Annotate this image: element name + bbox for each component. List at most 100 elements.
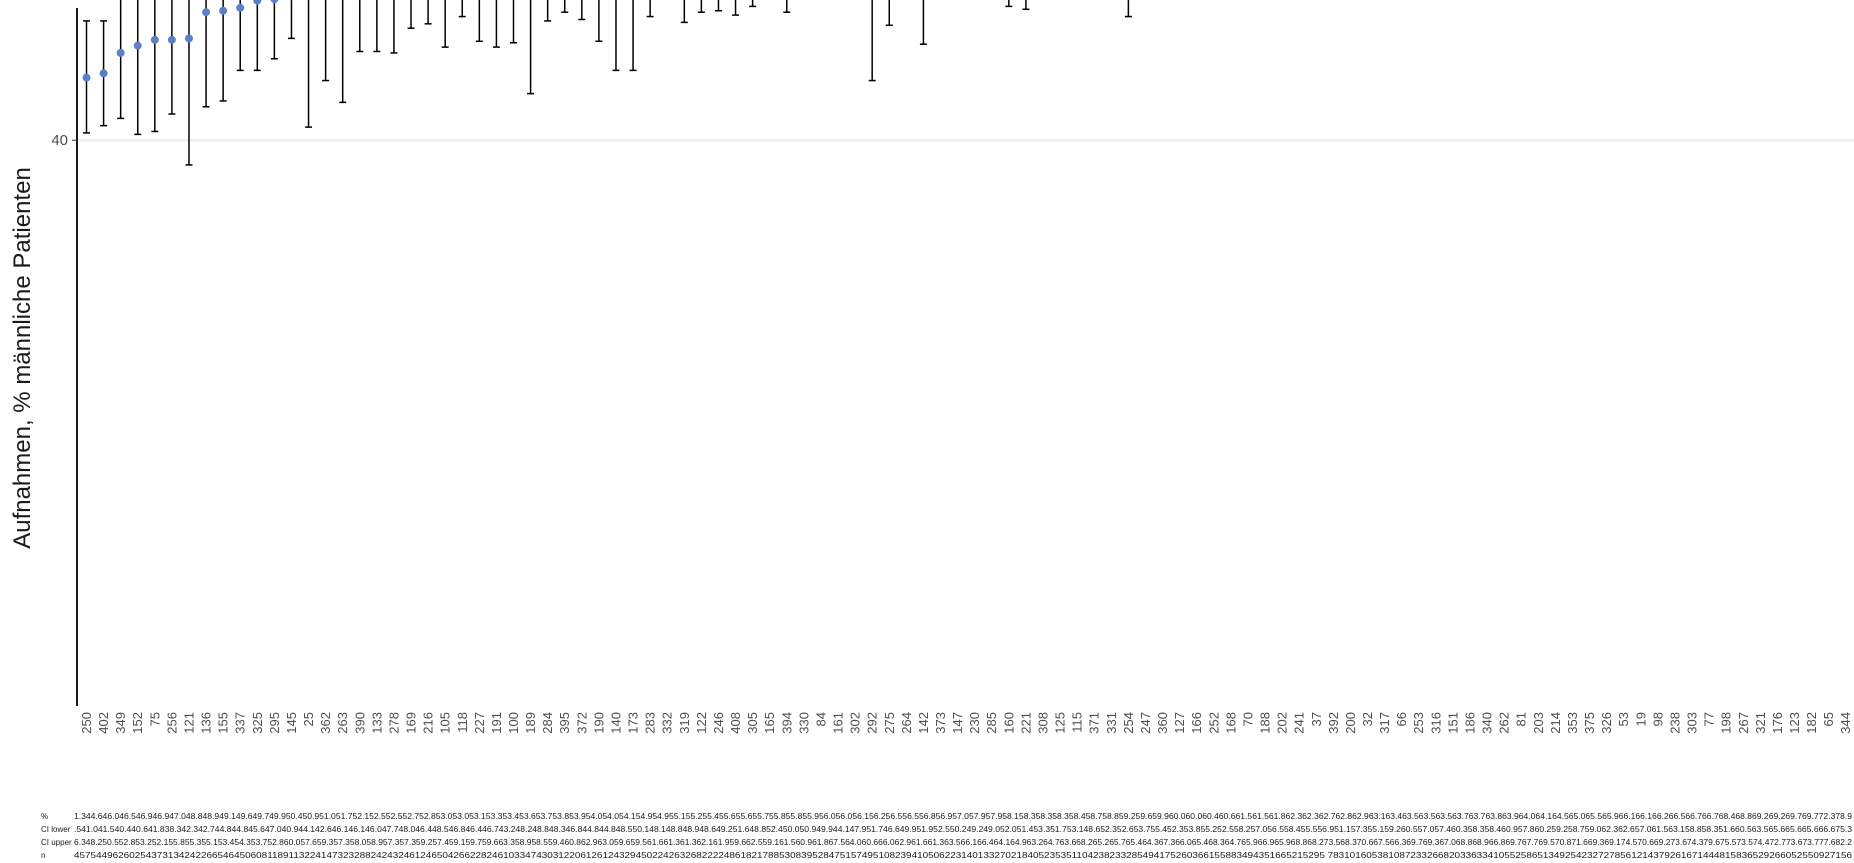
x-tick-label: 292 <box>865 712 880 734</box>
x-tick-label: 121 <box>181 712 196 734</box>
x-tick-label: 230 <box>967 712 982 734</box>
x-tick-label: 75 <box>147 712 162 726</box>
x-tick-label: 326 <box>1599 712 1614 734</box>
x-axis: 250 402 349 152 75 256 121 136 155 337 325 295 145 25… <box>79 712 1853 734</box>
error-bar <box>339 0 347 104</box>
x-tick-label: 337 <box>233 712 248 734</box>
error-bar <box>732 0 740 16</box>
x-tick-label: 395 <box>557 712 572 734</box>
error-bar <box>749 0 757 8</box>
x-tick-label: 214 <box>1548 712 1563 734</box>
x-tick-label: 32 <box>1360 712 1375 726</box>
x-tick-label: 140 <box>608 712 623 734</box>
x-tick-label: 19 <box>1633 712 1648 726</box>
error-bar <box>510 0 517 44</box>
x-tick-label: 198 <box>1719 712 1734 734</box>
x-tick-label: 371 <box>1087 712 1102 734</box>
x-tick-label: 247 <box>1138 712 1153 734</box>
x-tick-label: 70 <box>1240 712 1255 726</box>
x-tick-label: 145 <box>284 712 299 734</box>
error-bar <box>458 0 466 18</box>
x-tick-label: 65 <box>1821 712 1836 726</box>
error-bar <box>134 0 142 136</box>
x-tick-label: 250 <box>79 712 94 734</box>
error-bar <box>578 0 586 21</box>
x-tick-label: 169 <box>404 712 419 734</box>
x-tick-label: 53 <box>1616 712 1631 726</box>
data-point <box>99 69 108 78</box>
data-point <box>167 35 176 44</box>
error-bar <box>424 0 432 25</box>
x-tick-label: 173 <box>626 712 641 734</box>
x-tick-label: 127 <box>1172 712 1187 734</box>
x-tick-label: 394 <box>779 712 794 734</box>
error-bar <box>1124 0 1132 18</box>
x-tick-label: 155 <box>216 712 231 734</box>
table-row-ci-upper-values: 6.348.250.552.853.252.155.855.355.153.45… <box>74 838 1853 847</box>
x-tick-label: 152 <box>130 712 145 734</box>
x-tick-label: 125 <box>1053 712 1068 734</box>
error-bar <box>680 0 688 24</box>
x-tick-label: 256 <box>164 712 179 734</box>
x-tick-label: 308 <box>1035 712 1050 734</box>
error-bar <box>117 0 125 120</box>
x-tick-label: 252 <box>1206 712 1221 734</box>
table-row-label-percent: % <box>41 812 48 821</box>
x-tick-label: 275 <box>882 712 897 734</box>
table-row-ci-lower-values: .541.041.540.440.641.838.342.342.744.844… <box>74 825 1853 834</box>
error-bar <box>544 0 552 22</box>
x-tick-label: 332 <box>660 712 675 734</box>
error-bar <box>305 0 313 128</box>
table-row-n-values: 4575449626025437313424226654645060811891… <box>74 851 1853 860</box>
y-tick-label: 40 <box>51 132 68 149</box>
x-tick-label: 390 <box>352 712 367 734</box>
x-tick-label: 151 <box>1445 712 1460 734</box>
data-point <box>270 0 279 4</box>
x-tick-label: 118 <box>455 712 470 733</box>
x-tick-label: 372 <box>574 712 589 734</box>
error-bar <box>646 0 654 18</box>
x-tick-label: 344 <box>1838 712 1853 734</box>
error-bar <box>407 0 415 29</box>
error-bar <box>885 0 893 27</box>
x-tick-label: 221 <box>1018 712 1033 734</box>
x-tick-label: 136 <box>199 712 214 734</box>
table-row-label-ci-upper: CI upper <box>41 838 72 847</box>
error-bar <box>322 0 330 82</box>
x-tick-label: 182 <box>1804 712 1819 734</box>
table-row-label-n: n <box>41 851 45 860</box>
x-tick-label: 325 <box>250 712 265 734</box>
data-point <box>82 73 91 82</box>
error-bar <box>373 0 381 53</box>
error-bar <box>441 0 449 48</box>
x-tick-label: 161 <box>831 712 846 734</box>
x-tick-label: 186 <box>1462 712 1477 734</box>
x-tick-label: 227 <box>472 712 487 734</box>
x-tick-label: 254 <box>1121 712 1136 734</box>
x-tick-label: 100 <box>506 712 521 734</box>
x-tick-label: 25 <box>301 712 316 726</box>
x-tick-label: 202 <box>1275 712 1290 734</box>
error-bar <box>151 0 159 133</box>
x-tick-label: 340 <box>1480 712 1495 734</box>
x-tick-label: 216 <box>421 712 436 734</box>
data-point <box>150 35 159 44</box>
error-bar <box>475 0 483 43</box>
data-point <box>133 41 142 50</box>
x-tick-label: 66 <box>1394 712 1409 726</box>
x-tick-label: 133 <box>369 712 384 734</box>
x-tick-label: 321 <box>1753 712 1768 734</box>
error-bar <box>783 0 791 13</box>
y-tick-label: 50 <box>51 0 68 4</box>
x-tick-label: 375 <box>1582 712 1597 734</box>
data-point <box>184 34 193 43</box>
x-tick-label: 123 <box>1787 712 1802 734</box>
data-point <box>219 6 228 15</box>
error-bar <box>868 0 876 82</box>
error-bar <box>714 0 722 12</box>
x-tick-label: 147 <box>950 712 965 734</box>
x-tick-label: 278 <box>386 712 401 734</box>
x-tick-label: 317 <box>1377 712 1392 734</box>
x-tick-label: 353 <box>1565 712 1580 734</box>
